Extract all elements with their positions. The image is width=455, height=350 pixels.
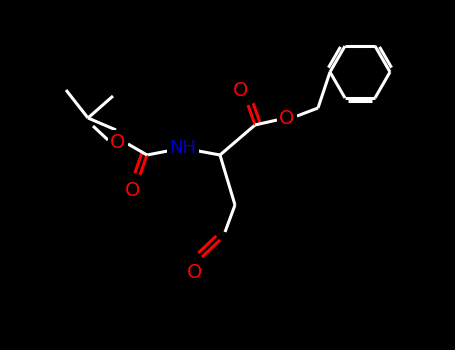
Text: O: O (187, 264, 202, 282)
Text: O: O (279, 108, 295, 127)
Text: O: O (125, 182, 141, 201)
Text: O: O (233, 80, 249, 99)
Text: O: O (110, 133, 126, 152)
Text: NH: NH (170, 139, 197, 157)
